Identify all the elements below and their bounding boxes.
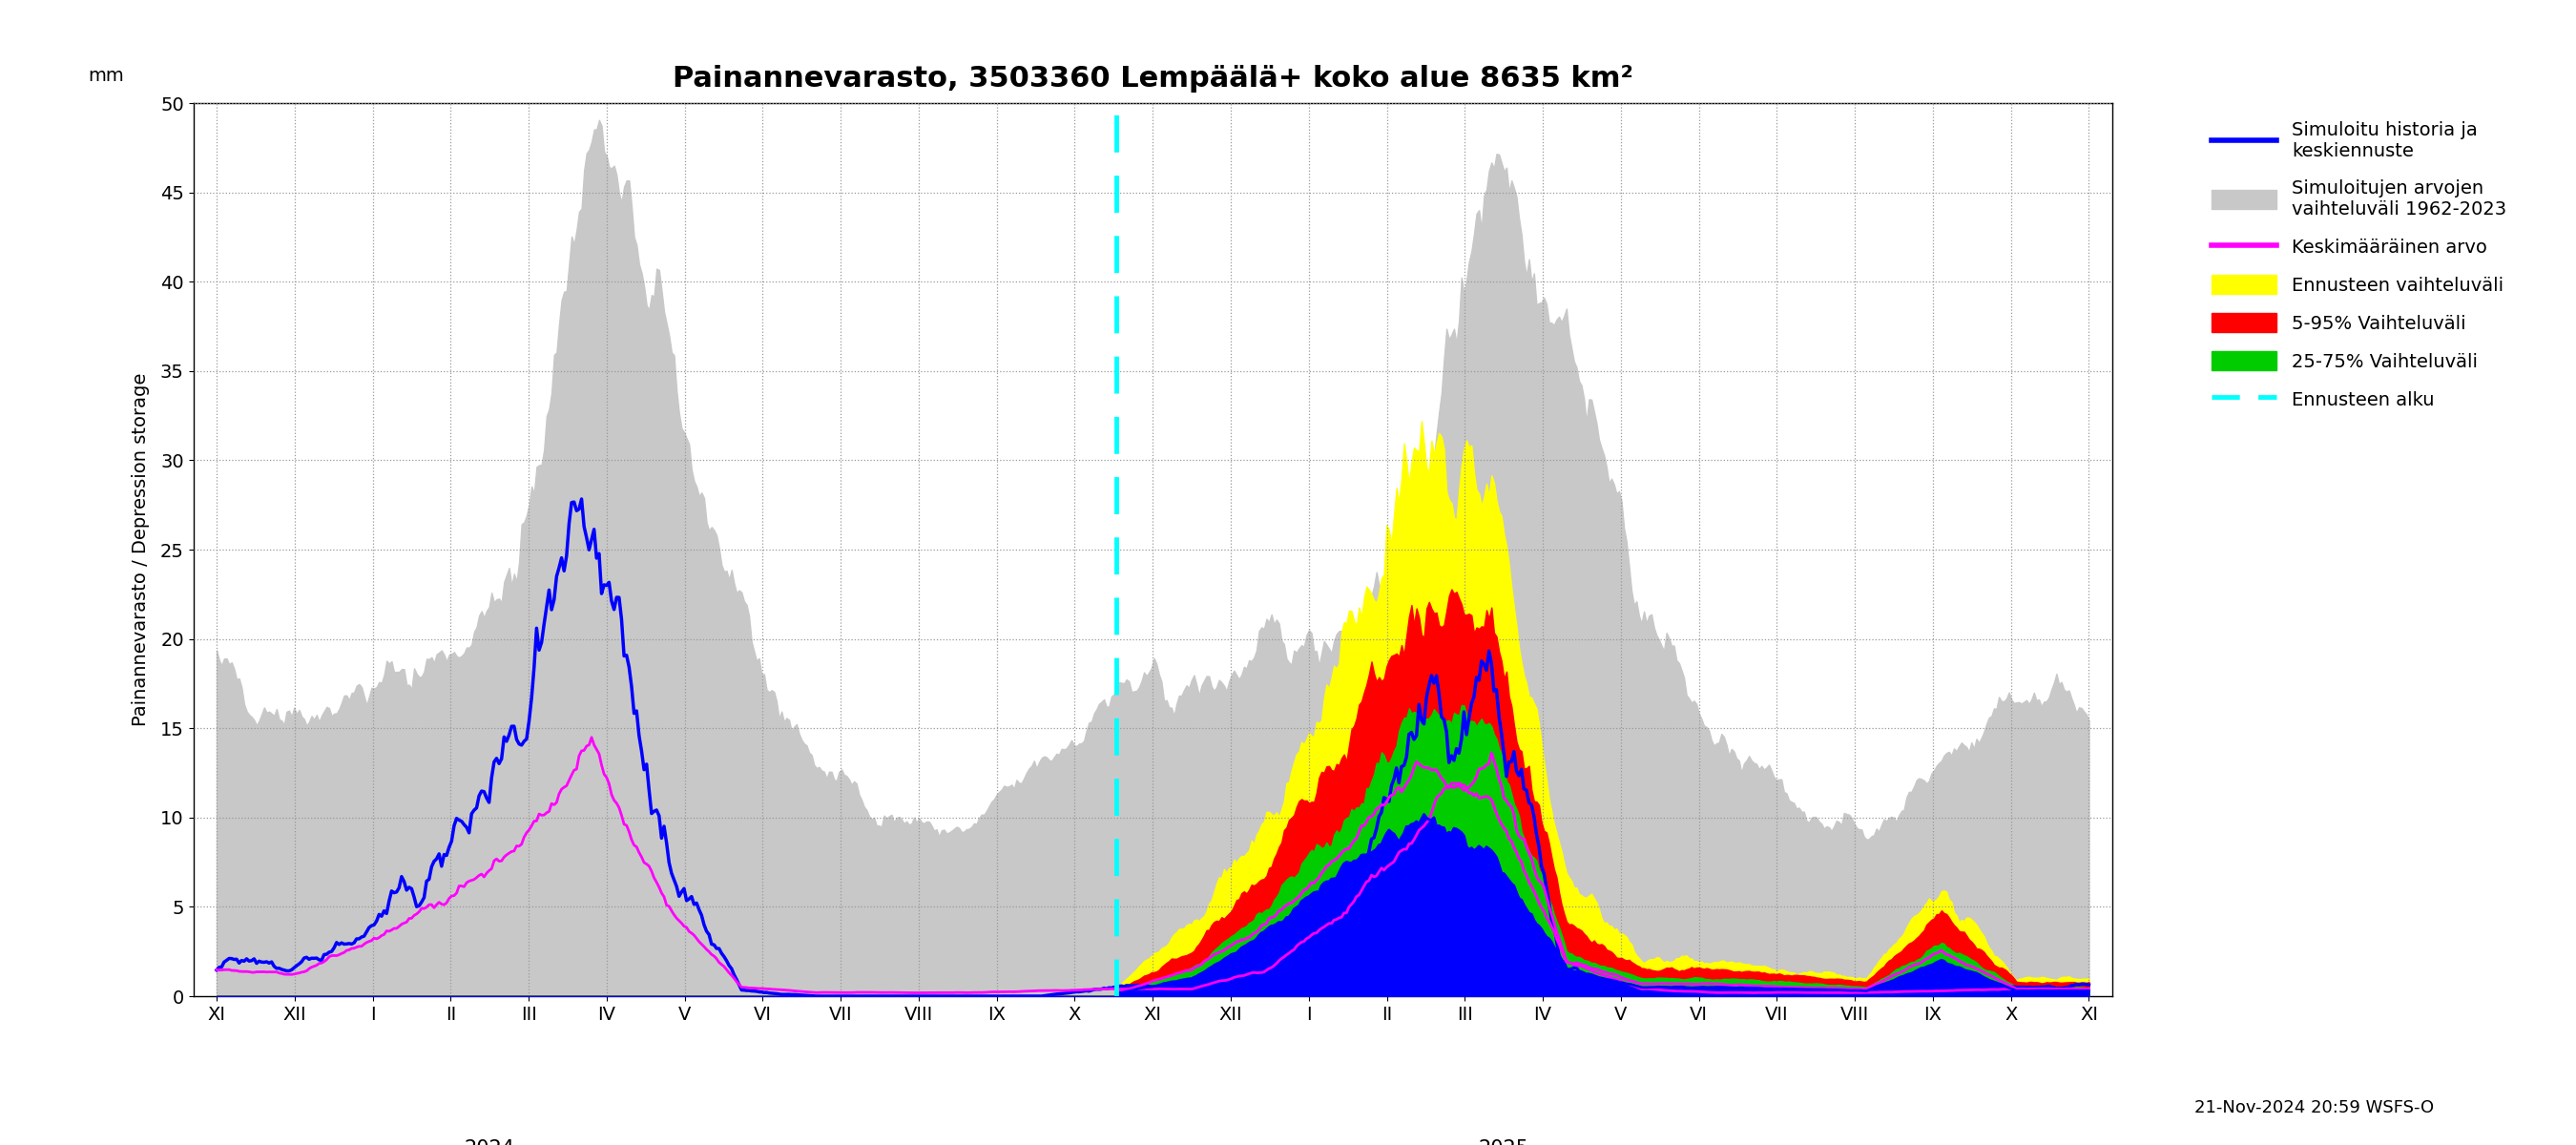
Text: 2024: 2024 (464, 1139, 515, 1145)
Title: Painannevarasto, 3503360 Lempäälä+ koko alue 8635 km²: Painannevarasto, 3503360 Lempäälä+ koko … (672, 65, 1633, 93)
Text: 2025: 2025 (1479, 1139, 1530, 1145)
Text: mm: mm (88, 68, 124, 85)
Y-axis label: Painannevarasto / Depression storage: Painannevarasto / Depression storage (131, 373, 149, 726)
Legend: Simuloitu historia ja
keskiennuste, Simuloitujen arvojen
vaihteluväli 1962-2023,: Simuloitu historia ja keskiennuste, Simu… (2202, 112, 2517, 418)
Text: 21-Nov-2024 20:59 WSFS-O: 21-Nov-2024 20:59 WSFS-O (2195, 1099, 2434, 1116)
